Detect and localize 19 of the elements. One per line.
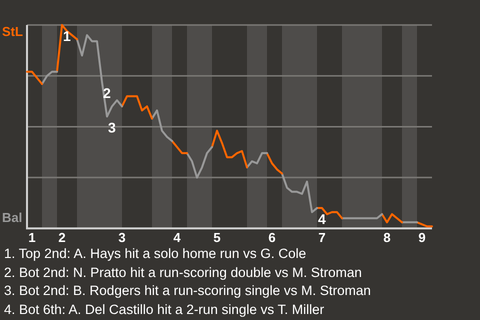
text: 2. Bot 2nd: N. Pratto hit a run-scoring double vs M. Stroman: [4, 264, 363, 282]
annotation: 4: [318, 210, 326, 227]
x-tick-label: 5: [213, 230, 221, 245]
text: StL: [2, 24, 23, 39]
text: 4. Bot 6th: A. Del Castillo hit a 2-run single vs T. Miller: [4, 300, 326, 319]
text: 1. Top 2nd: A. Hays hit a solo home run vs G. Cole: [4, 245, 308, 263]
x-tick-label: 9: [418, 230, 426, 245]
x-tick-label: 4: [173, 230, 182, 245]
x-tick-label: 3: [118, 230, 126, 245]
x-tick-label: 6: [268, 230, 276, 245]
annotation: 2: [103, 84, 111, 101]
x-tick-label: 1: [28, 230, 36, 245]
x-tick-label: 8: [383, 230, 391, 245]
x-tick-label: 2: [58, 230, 66, 245]
annotation: 3: [108, 119, 116, 136]
annotation: 1: [63, 28, 71, 44]
text: 3. Bot 2nd: B. Rodgers hit a run-scoring single vs M. Stroman: [4, 282, 371, 300]
x-tick-label: 7: [318, 230, 326, 245]
text: Bal: [2, 210, 22, 226]
